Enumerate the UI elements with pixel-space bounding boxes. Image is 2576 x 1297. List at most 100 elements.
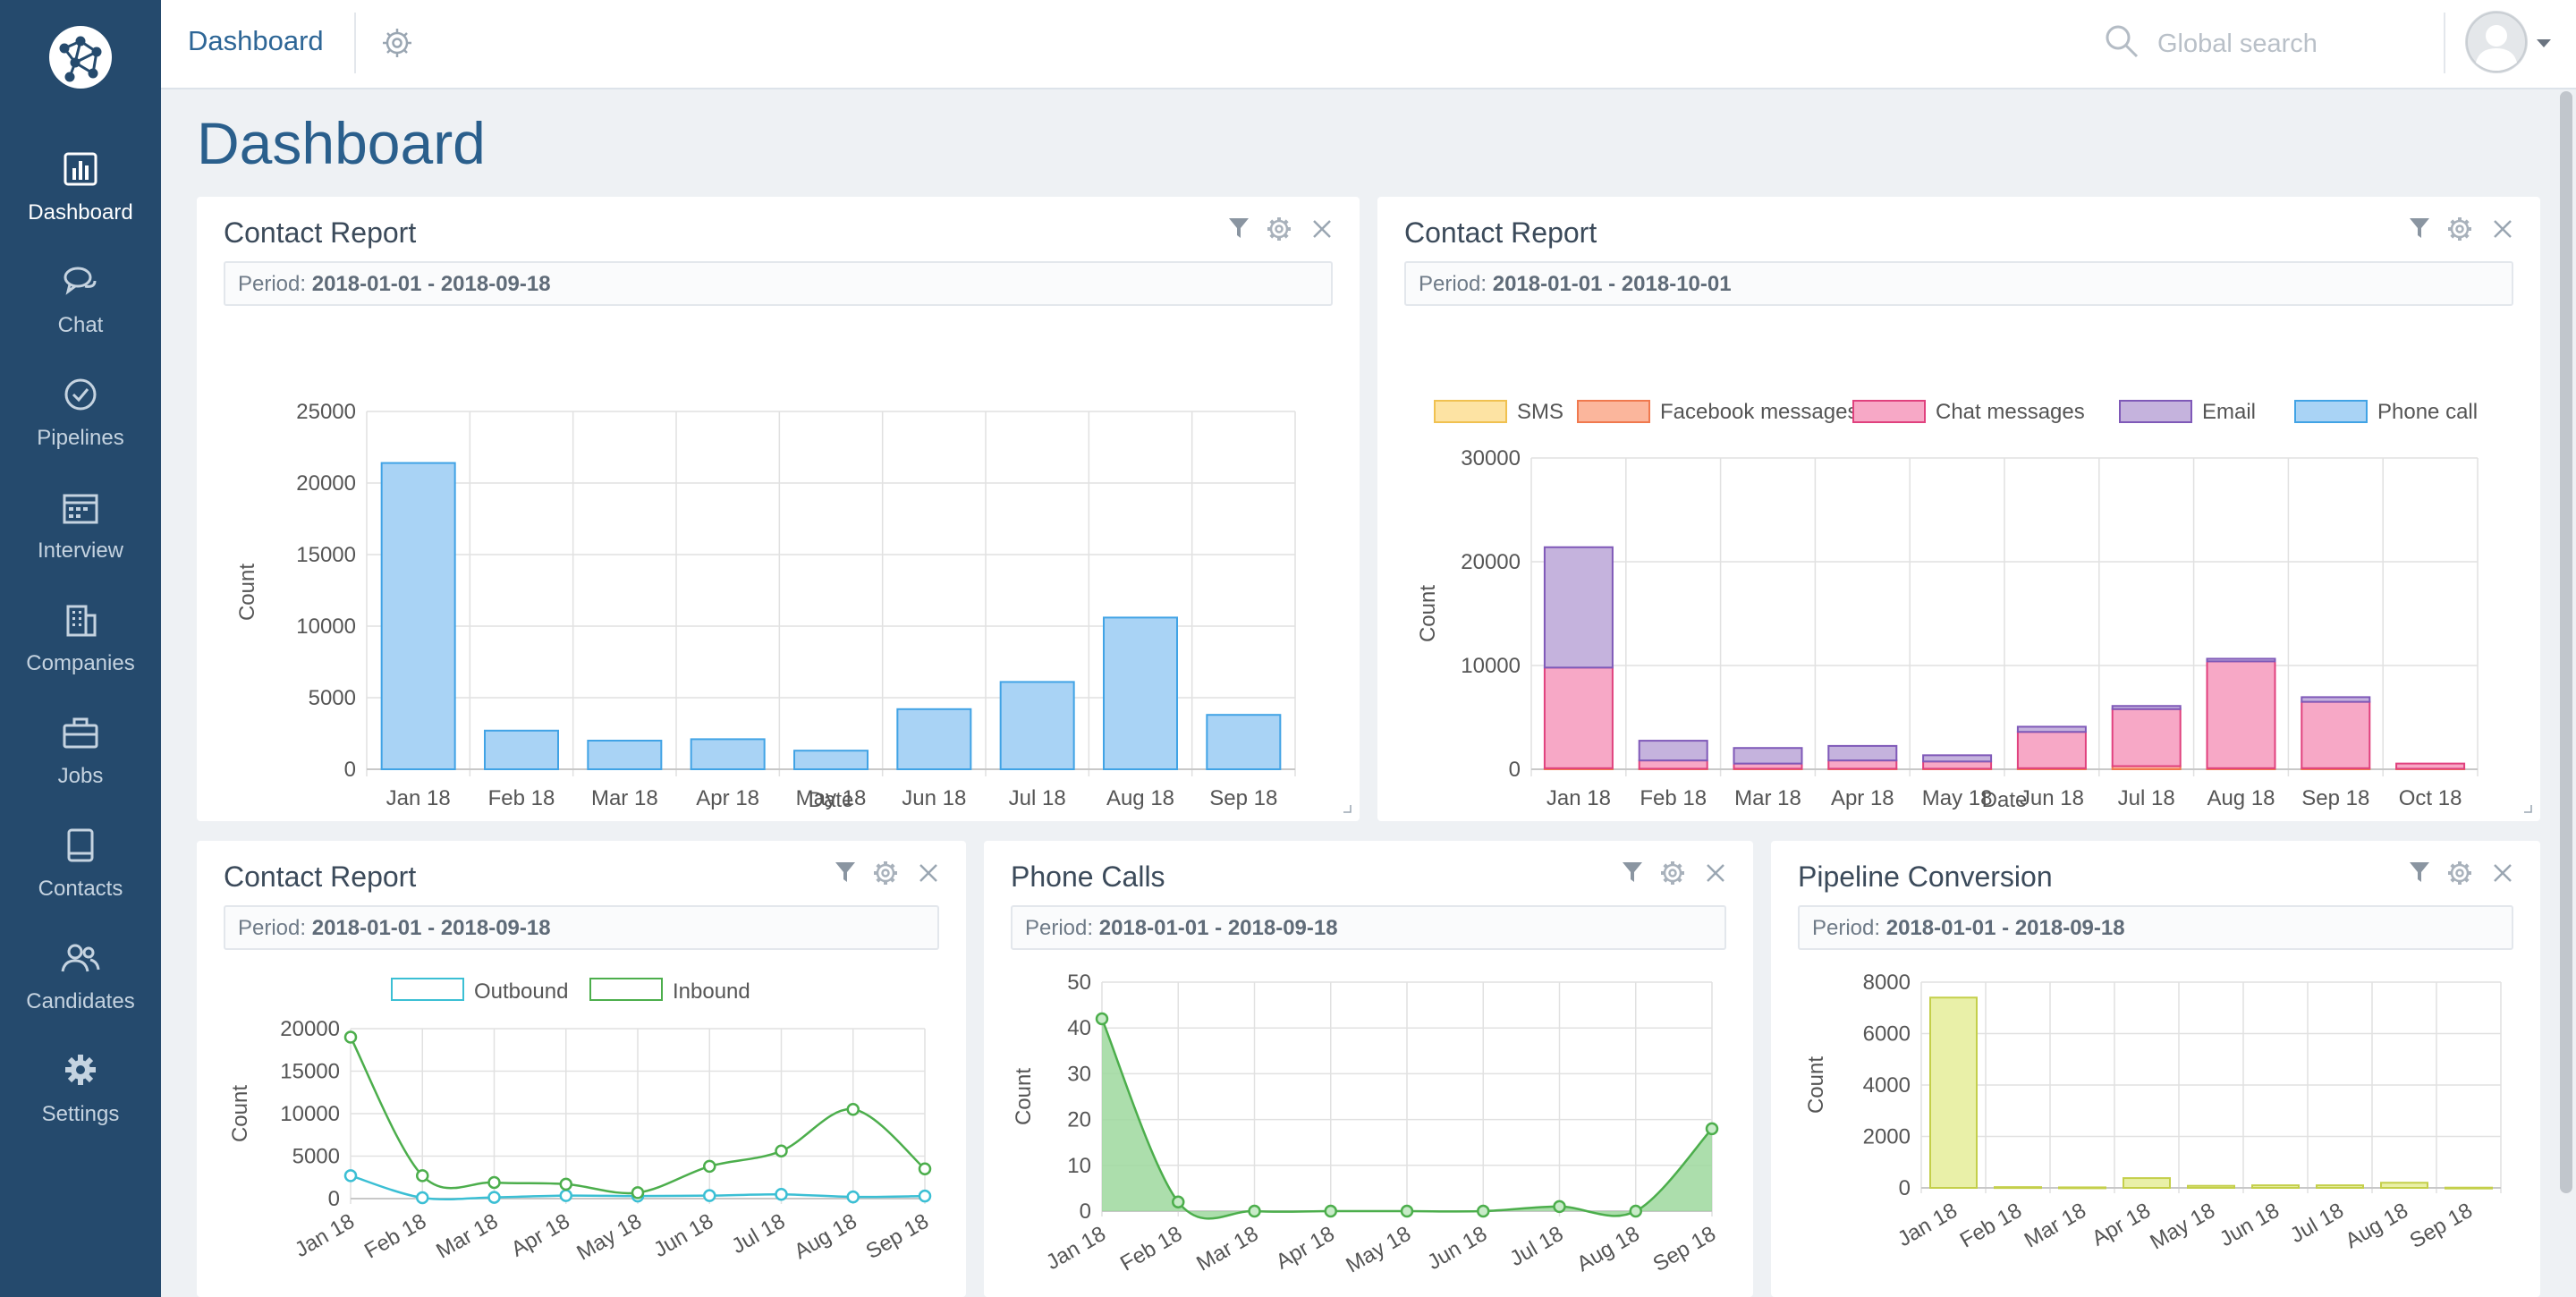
resize-handle-icon[interactable] xyxy=(1342,803,1352,814)
data-point xyxy=(343,1030,358,1044)
chart-contact-report-stacked: 0 10000 20000 30000 Jan 18 Feb 18 Mar 18 Apr 18… xyxy=(1416,400,2479,812)
data-point xyxy=(846,1103,860,1116)
sidebar-item-contacts[interactable]: Contacts xyxy=(0,801,161,914)
x-tick-label: Jun 18 xyxy=(2020,786,2084,810)
y-axis-title: Count xyxy=(235,564,259,621)
bar-segment xyxy=(2206,657,2276,663)
gear-icon[interactable] xyxy=(2448,217,2471,241)
period-label: Period: xyxy=(1812,916,1881,940)
bar-segment xyxy=(1733,747,1803,765)
panel-title: Pipeline Conversion xyxy=(1798,860,2053,893)
period-field: Period: 2018-01-01 - 2018-09-18 xyxy=(1011,905,1726,950)
sidebar-item-pipelines[interactable]: Pipelines xyxy=(0,351,161,463)
x-tick-label: Jan 18 xyxy=(386,786,451,810)
logo[interactable] xyxy=(45,21,116,93)
resize-handle-icon[interactable] xyxy=(2522,803,2533,814)
sidebar-item-label: Companies xyxy=(26,651,135,675)
data-point xyxy=(343,1169,358,1183)
sidebar: Dashboard Chat Pipelines Interview Compa… xyxy=(0,0,161,1297)
y-axis-title: Count xyxy=(1804,1056,1828,1114)
sidebar-item-label: Jobs xyxy=(57,764,104,788)
user-avatar-icon xyxy=(2466,12,2527,72)
x-tick-label: Aug 18 xyxy=(790,1209,860,1264)
x-tick-label: Jul 18 xyxy=(2286,1199,2348,1248)
filter-icon[interactable] xyxy=(1229,218,1249,238)
y-tick-label: 0 xyxy=(328,1187,340,1211)
panel-tools xyxy=(2408,216,2517,243)
building-icon xyxy=(66,605,97,637)
sidebar-item-interview[interactable]: Interview xyxy=(0,463,161,576)
briefcase-icon xyxy=(63,717,98,749)
x-tick-label: Feb 18 xyxy=(488,786,555,810)
data-point xyxy=(559,1177,572,1191)
bar-segment xyxy=(2111,705,2182,710)
legend-label: SMS xyxy=(1517,400,1563,424)
legend-swatch xyxy=(2294,400,2368,423)
x-tick-label: Jul 18 xyxy=(1506,1222,1568,1271)
data-point xyxy=(1477,1204,1490,1218)
legend-swatch xyxy=(391,978,464,1001)
data-point xyxy=(703,1159,716,1174)
sidebar-item-settings[interactable]: Settings xyxy=(0,1027,161,1140)
data-point xyxy=(487,1191,501,1204)
y-tick-label: 20000 xyxy=(280,1017,340,1041)
x-tick-label: Sep 18 xyxy=(1209,786,1277,810)
legend-swatch xyxy=(1852,400,1926,423)
close-icon[interactable] xyxy=(2494,864,2512,882)
divider xyxy=(2444,13,2445,73)
phone-calls-panel: Phone Calls Period: 2018-01-01 - 2018-09… xyxy=(984,841,1753,1297)
y-tick-label: 4000 xyxy=(1863,1073,1911,1098)
x-tick-label: Mar 18 xyxy=(591,786,658,810)
pipeline-conversion-panel: Pipeline Conversion Period: 2018-01-01 -… xyxy=(1771,841,2540,1297)
gear-icon[interactable] xyxy=(874,861,897,885)
filter-icon[interactable] xyxy=(1623,862,1642,882)
data-point xyxy=(775,1144,788,1158)
close-icon[interactable] xyxy=(1313,220,1331,238)
period-label: Period: xyxy=(238,916,307,940)
divider xyxy=(354,13,356,73)
bar-segment xyxy=(2016,725,2087,733)
search-icon[interactable] xyxy=(2104,23,2140,64)
x-tick-label: Apr 18 xyxy=(1272,1222,1339,1275)
panel-title: Contact Report xyxy=(224,216,417,249)
gear-icon[interactable] xyxy=(1661,861,1684,885)
x-tick-label: Aug 18 xyxy=(2342,1199,2412,1253)
panel-tools xyxy=(1621,860,1730,887)
scrollbar[interactable] xyxy=(2560,91,2572,1193)
sidebar-item-companies[interactable]: Companies xyxy=(0,576,161,689)
sidebar-item-candidates[interactable]: Candidates xyxy=(0,914,161,1027)
dashboard-settings-button[interactable] xyxy=(379,25,415,65)
filter-icon[interactable] xyxy=(835,862,855,882)
legend-label: Inbound xyxy=(673,979,750,1004)
close-icon[interactable] xyxy=(919,864,937,882)
close-icon[interactable] xyxy=(1707,864,1724,882)
y-tick-label: 50 xyxy=(1067,971,1091,995)
chevron-down-icon[interactable] xyxy=(2537,39,2551,47)
x-tick-label: Apr 18 xyxy=(2088,1199,2155,1251)
y-tick-label: 40 xyxy=(1067,1016,1091,1040)
x-tick-label: Mar 18 xyxy=(1734,786,1801,810)
global-search-input[interactable] xyxy=(2156,25,2410,63)
filter-icon[interactable] xyxy=(2410,862,2429,882)
y-tick-label: 10 xyxy=(1067,1154,1091,1178)
bar xyxy=(2316,1184,2364,1189)
sidebar-item-chat[interactable]: Chat xyxy=(0,238,161,351)
chat-icon xyxy=(64,267,97,295)
x-tick-label: Apr 18 xyxy=(1831,786,1894,810)
sidebar-item-label: Chat xyxy=(57,313,104,337)
x-tick-label: Jul 18 xyxy=(1009,786,1066,810)
gear-icon[interactable] xyxy=(1267,217,1291,241)
sidebar-item-jobs[interactable]: Jobs xyxy=(0,689,161,801)
x-tick-label: Feb 18 xyxy=(1116,1222,1186,1276)
sidebar-item-dashboard[interactable]: Dashboard xyxy=(0,125,161,238)
data-point xyxy=(631,1186,645,1200)
bar-segment xyxy=(1638,759,1708,770)
sidebar-item-label: Candidates xyxy=(26,989,135,1013)
filter-icon[interactable] xyxy=(2410,218,2429,238)
gear-icon[interactable] xyxy=(2448,861,2471,885)
avatar[interactable] xyxy=(2465,11,2528,73)
close-icon[interactable] xyxy=(2494,220,2512,238)
x-tick-label: Mar 18 xyxy=(1192,1222,1262,1276)
bar xyxy=(1103,616,1178,770)
